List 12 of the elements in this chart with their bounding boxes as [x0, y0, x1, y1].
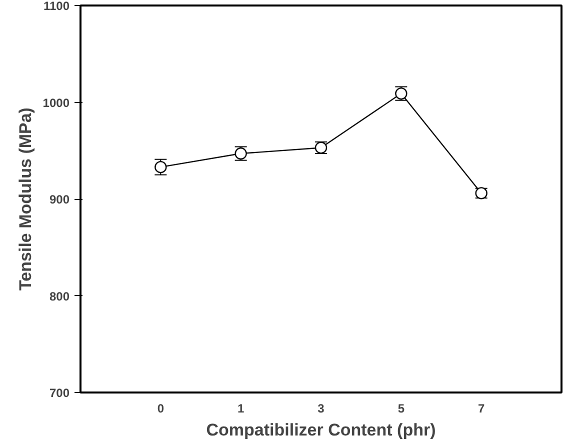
x-tick-label: 5	[398, 402, 405, 416]
y-tick-label: 700	[49, 386, 70, 400]
y-tick-label: 1000	[42, 96, 70, 110]
y-axis-title: Tensile Modulus (MPa)	[16, 108, 35, 290]
y-tick-label: 900	[49, 192, 70, 206]
x-tick-label: 1	[237, 402, 244, 416]
y-tick-label: 1100	[43, 0, 70, 13]
x-tick-label: 7	[478, 402, 485, 416]
x-tick-label: 0	[157, 402, 164, 416]
y-tick-label: 800	[49, 289, 70, 304]
x-axis-title: Compatibilizer Content (phr)	[206, 420, 436, 440]
x-tick-label: 3	[318, 402, 325, 416]
